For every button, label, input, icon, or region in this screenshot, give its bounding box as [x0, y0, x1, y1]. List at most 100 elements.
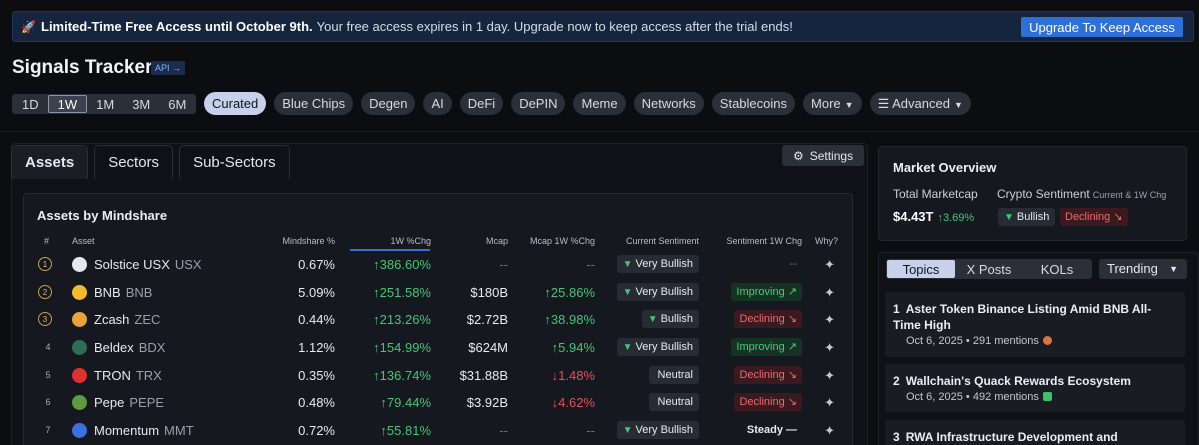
chip-networks[interactable]: Networks [633, 92, 704, 115]
topic-title-text: Wallchain's Quack Rewards Ecosystem [905, 374, 1131, 388]
asset-ticker: USX [174, 257, 202, 272]
mcap-value: $3.92B [466, 395, 508, 410]
sparkle-icon[interactable]: ✦ [824, 368, 835, 383]
chip-ai[interactable]: AI [423, 92, 452, 115]
col-sentiment-1w-chg[interactable]: Sentiment 1W Chg [726, 236, 802, 246]
table-row[interactable]: 6 Pepe PEPE 0.48% ↑79.44% $3.92B ↓4.62% Neutral… [24, 389, 852, 416]
tab-sub-sectors[interactable]: Sub-Sectors [179, 145, 290, 179]
asset-name-text: Beldex [94, 340, 134, 355]
chip-degen[interactable]: Degen [361, 92, 416, 115]
banner-text: Your free access expires in 1 day. Upgra… [316, 19, 793, 34]
api-badge[interactable]: API → [151, 61, 186, 75]
col-mcap[interactable]: Mcap [485, 236, 508, 246]
sparkle-icon[interactable]: ✦ [824, 340, 835, 355]
mindshare-change: ↑154.99% [373, 340, 431, 355]
page-title-text: Signals Tracker [12, 57, 153, 78]
asset-name[interactable]: Solstice USX USX [94, 251, 202, 278]
row-rank: 2 [38, 285, 52, 299]
trial-banner: 🚀 Limited-Time Free Access until October… [12, 11, 1194, 42]
market-overview-title: Market Overview [893, 160, 997, 175]
sentiment-badge: ▼ Very Bullish [616, 283, 699, 301]
marketcap-amount: $4.43T [893, 209, 934, 224]
chip-stablecoins[interactable]: Stablecoins [711, 92, 796, 115]
kol-avatar-icon [1042, 392, 1052, 401]
market-sentiment-value: Bullish [1016, 211, 1050, 223]
crypto-sentiment-label: Crypto Sentiment Current & 1W Chg [997, 187, 1166, 201]
coin-logo-icon [72, 340, 87, 355]
tab-assets[interactable]: Assets [11, 145, 89, 179]
advanced-filter-button[interactable]: ☰ Advanced ▼ [869, 92, 971, 115]
trending-dropdown[interactable]: Trending ▼ [1099, 259, 1187, 279]
upgrade-button[interactable]: Upgrade To Keep Access [1021, 17, 1183, 37]
chip-blue-chips[interactable]: Blue Chips [274, 92, 354, 115]
sparkle-icon[interactable]: ✦ [824, 312, 835, 327]
mindshare-change: ↑251.58% [373, 285, 431, 300]
tab-sectors[interactable]: Sectors [94, 145, 174, 179]
table-row[interactable]: 5 TRON TRX 0.35% ↑136.74% $31.88B ↓1.48% Neutra… [24, 362, 852, 389]
trending-label: Trending [1107, 261, 1158, 276]
chip-meme[interactable]: Meme [573, 92, 626, 115]
col-mcap-1w-chg[interactable]: Mcap 1W %Chg [529, 236, 595, 246]
asset-name[interactable]: Beldex BDX [94, 334, 165, 361]
asset-name[interactable]: TRON TRX [94, 362, 162, 389]
chip-curated[interactable]: Curated [204, 92, 267, 115]
chip-more[interactable]: More ▼ [803, 92, 862, 115]
sentiment-text: Very Bullish [635, 424, 693, 436]
asset-name-text: Pepe [94, 395, 125, 410]
topic-title: 3 RWA Infrastructure Development and Adop… [893, 429, 1163, 445]
mcap-change: -- [586, 423, 595, 438]
coin-logo-icon [72, 395, 87, 410]
period-6m[interactable]: 6M [159, 95, 195, 113]
bull-icon: ▼ [622, 287, 633, 298]
col-mindshare[interactable]: Mindshare % [282, 236, 335, 246]
col-1w-chg[interactable]: 1W %Chg [390, 236, 431, 246]
mcap-value: $31.88B [459, 368, 508, 383]
asset-name[interactable]: BNB BNB [94, 279, 152, 306]
sparkle-icon[interactable]: ✦ [824, 395, 835, 410]
segment-kols[interactable]: KOLs [1023, 260, 1091, 278]
mcap-value: $2.72B [466, 312, 508, 327]
sentiment-text: Very Bullish [635, 286, 693, 298]
sparkle-icon[interactable]: ✦ [824, 423, 835, 438]
category-chips: Curated Blue Chips Degen AI DeFi DePIN M… [204, 92, 971, 115]
period-1d[interactable]: 1D [13, 95, 48, 113]
period-1w[interactable]: 1W [47, 95, 88, 113]
col-current-sentiment[interactable]: Current Sentiment [625, 236, 699, 246]
asset-name[interactable]: Pepe PEPE [94, 389, 164, 416]
sparkle-icon[interactable]: ✦ [824, 257, 835, 272]
chip-defi[interactable]: DeFi [459, 92, 504, 115]
chevron-down-icon: ▼ [1169, 264, 1178, 274]
period-3m[interactable]: 3M [123, 95, 159, 113]
mcap-value: $180B [470, 285, 508, 300]
chip-depin[interactable]: DePIN [511, 92, 566, 115]
sparkle-icon[interactable]: ✦ [824, 285, 835, 300]
segment-topics[interactable]: Topics [887, 260, 955, 278]
total-marketcap-value: $4.43T ↑3.69% [893, 209, 974, 224]
period-1m[interactable]: 1M [87, 95, 123, 113]
sentiment-change-badge: -- [789, 258, 797, 270]
sentiment-badge: ▼ Very Bullish [616, 421, 699, 439]
tab-bar: Assets Sectors Sub-Sectors [11, 145, 290, 179]
row-rank: 4 [45, 342, 51, 352]
topic-item[interactable]: 1 Aster Token Binance Listing Amid BNB Al… [885, 292, 1185, 357]
table-row[interactable]: 7 Momentum MMT 0.72% ↑55.81% -- -- ▼ Very Bullis… [24, 417, 852, 444]
table-row[interactable]: 1 Solstice USX USX 0.67% ↑386.60% -- -- ▼ Very B… [24, 251, 852, 278]
asset-name[interactable]: Zcash ZEC [94, 306, 160, 333]
topic-title: 2 Wallchain's Quack Rewards Ecosystem [893, 373, 1163, 389]
gear-icon: ⚙ [792, 148, 804, 163]
mindshare-value: 0.35% [298, 368, 335, 383]
sliders-icon: ☰ [877, 96, 893, 111]
topic-item[interactable]: 2 Wallchain's Quack Rewards Ecosystem Oct… [885, 364, 1185, 412]
marketcap-change: ↑3.69% [937, 212, 975, 224]
mcap-change: ↓1.48% [551, 368, 595, 383]
table-row[interactable]: 2 BNB BNB 5.09% ↑251.58% $180B ↑25.86% ▼ Very Bu… [24, 279, 852, 306]
segment-x-posts[interactable]: X Posts [955, 260, 1023, 278]
topic-item[interactable]: 3 RWA Infrastructure Development and Adop… [885, 420, 1185, 445]
topic-number: 1 [893, 302, 900, 316]
settings-button[interactable]: ⚙ Settings [782, 145, 864, 166]
divider [0, 131, 1199, 132]
coin-logo-icon [72, 257, 87, 272]
table-row[interactable]: 3 Zcash ZEC 0.44% ↑213.26% $2.72B ↑38.98% ▼ Bull… [24, 306, 852, 333]
table-row[interactable]: 4 Beldex BDX 1.12% ↑154.99% $624M ↑5.94% ▼ Very … [24, 334, 852, 361]
asset-name[interactable]: Momentum MMT [94, 417, 194, 444]
